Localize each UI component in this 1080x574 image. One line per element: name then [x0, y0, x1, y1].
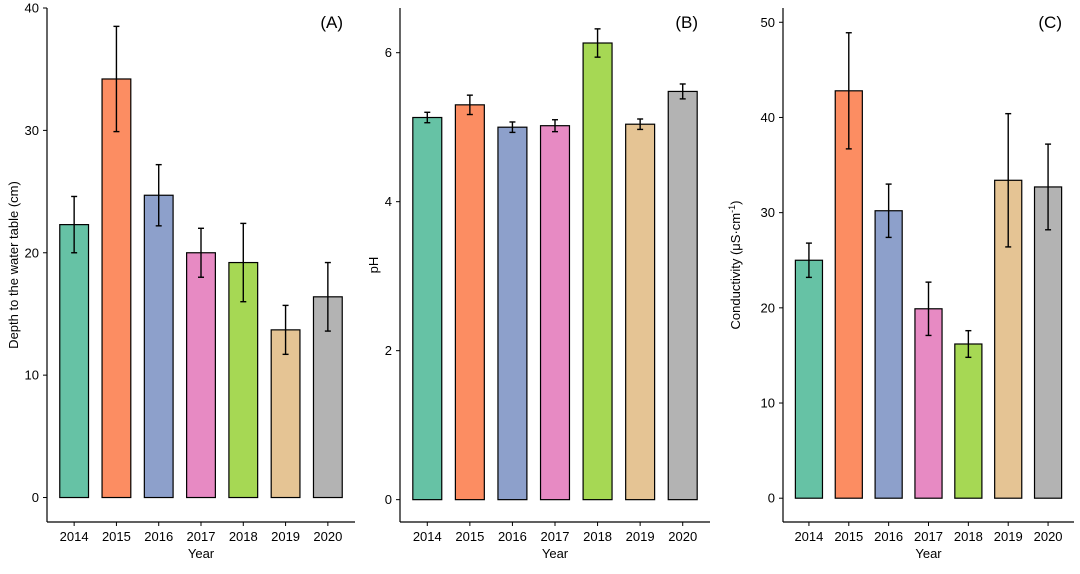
panel-b: 0 2 4 6 2014 2015 2016 2017 2018 2019 2020 Year pH (B…	[366, 8, 710, 561]
y-tick-label: 6	[385, 45, 392, 60]
x-axis-label: Year	[188, 546, 215, 561]
y-tick-label: 30	[761, 205, 775, 220]
bar-2014	[59, 224, 90, 499]
x-tick-label: 2018	[583, 529, 612, 544]
x-tick-label: 2018	[954, 529, 983, 544]
bar-2019	[994, 179, 1023, 499]
y-tick-label: 0	[768, 491, 775, 506]
bar-2015	[101, 78, 132, 499]
x-tick-label: 2015	[834, 529, 863, 544]
x-tick-label: 2017	[187, 529, 216, 544]
x-tick-label: 2019	[994, 529, 1023, 544]
x-tick-label: 2015	[102, 529, 131, 544]
x-tick-label: 2020	[1034, 529, 1063, 544]
bar-2017	[539, 125, 571, 501]
y-tick-label: 40	[761, 110, 775, 125]
y-tick-label: 40	[25, 1, 39, 16]
x-tick-label: 2019	[271, 529, 300, 544]
x-tick-label: 2019	[626, 529, 655, 544]
y-tick-label: 2	[385, 343, 392, 358]
x-tick-label: 2014	[60, 529, 89, 544]
y-axis-label: Conductivity (μS·cm-1)	[727, 201, 743, 330]
y-axis-label: pH	[366, 257, 381, 274]
x-tick-label: 2015	[455, 529, 484, 544]
x-tick-label: 2016	[144, 529, 173, 544]
bar-2017	[914, 308, 943, 499]
x-tick-label: 2020	[668, 529, 697, 544]
bar-2017	[186, 252, 216, 499]
bar-2016	[143, 194, 174, 499]
panel-label: (B)	[675, 13, 698, 32]
y-tick-label: 0	[385, 492, 392, 507]
x-tick-label: 2018	[229, 529, 258, 544]
bar-2016	[497, 126, 528, 501]
y-axis-label-text: Conductivity (μS·cm	[728, 213, 743, 330]
bar-2020	[667, 90, 698, 501]
y-axis-label-text: pH	[366, 257, 381, 274]
y-tick-label: 50	[761, 15, 775, 30]
panel-label: (A)	[320, 13, 343, 32]
panel-label: (C)	[1038, 13, 1062, 32]
y-tick-label: 20	[761, 300, 775, 315]
y-tick-label: 4	[385, 194, 392, 209]
bar-2014	[794, 259, 824, 499]
x-tick-label: 2014	[794, 529, 823, 544]
x-tick-label: 2017	[914, 529, 943, 544]
y-axis-label-superscript: -1	[727, 205, 737, 213]
y-axis-label-close: )	[728, 201, 743, 205]
bar-2018	[582, 42, 613, 501]
bar-2018	[954, 343, 983, 499]
bar-2020	[1033, 186, 1063, 499]
y-axis-label-text: Depth to the water table (cm)	[6, 181, 21, 349]
y-tick-label: 20	[25, 245, 39, 260]
y-tick-label: 10	[25, 368, 39, 383]
bar-2015	[454, 104, 485, 501]
bar-2016	[874, 210, 903, 499]
y-tick-label: 10	[761, 396, 775, 411]
y-axis-label: Depth to the water table (cm)	[6, 181, 21, 349]
x-tick-label: 2014	[413, 529, 442, 544]
x-axis-label: Year	[915, 546, 942, 561]
bar-2014	[412, 116, 443, 501]
bar-2019	[270, 329, 301, 499]
x-axis-label: Year	[542, 546, 569, 561]
x-tick-label: 2017	[541, 529, 570, 544]
panel-a: 0 10 20 30 40 2014 2015 2016 2017 2018 2019 2020 Yea…	[6, 1, 355, 561]
y-tick-label: 30	[25, 123, 39, 138]
y-tick-label: 0	[32, 490, 39, 505]
bar-2019	[625, 123, 656, 501]
x-tick-label: 2020	[313, 529, 342, 544]
bar-2015	[834, 90, 863, 499]
x-tick-label: 2016	[874, 529, 903, 544]
panel-c: 0 10 20 30 40 50 2014 2015 2016 2017 2018 2019 2020 Y…	[727, 8, 1074, 561]
x-tick-label: 2016	[498, 529, 527, 544]
